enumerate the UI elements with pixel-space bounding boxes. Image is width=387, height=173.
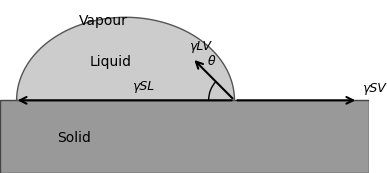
Text: γSL: γSL xyxy=(132,80,154,93)
Bar xyxy=(0,100,369,173)
Text: γLV: γLV xyxy=(188,40,211,53)
Text: Vapour: Vapour xyxy=(79,14,128,28)
Text: γSV: γSV xyxy=(362,82,385,95)
Text: Liquid: Liquid xyxy=(90,55,132,69)
Text: θ: θ xyxy=(207,55,215,68)
Text: Solid: Solid xyxy=(57,131,91,145)
Polygon shape xyxy=(17,17,235,100)
